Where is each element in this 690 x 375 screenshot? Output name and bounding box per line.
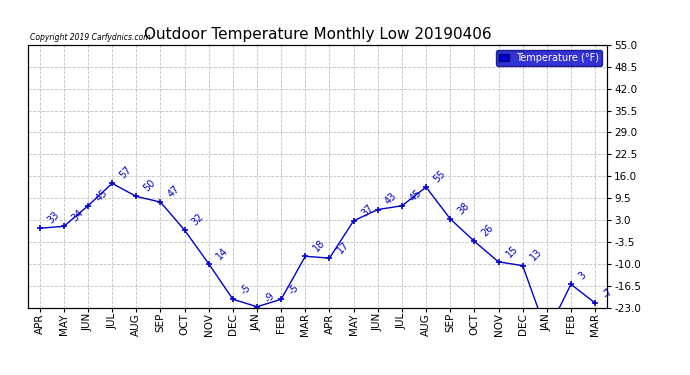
Legend: Temperature (°F): Temperature (°F) <box>496 50 602 66</box>
Text: -5: -5 <box>287 282 301 297</box>
Text: -5: -5 <box>239 282 253 297</box>
Text: 32: 32 <box>190 211 206 227</box>
Text: 38: 38 <box>456 200 471 216</box>
Text: 15: 15 <box>504 243 520 259</box>
Text: 37: 37 <box>359 202 375 218</box>
Text: 26: 26 <box>480 223 495 238</box>
Text: 18: 18 <box>311 238 326 254</box>
Text: 55: 55 <box>432 168 448 184</box>
Text: Copyright 2019 Carfydnics.com: Copyright 2019 Carfydnics.com <box>30 33 151 42</box>
Text: 57: 57 <box>118 165 134 181</box>
Text: 3: 3 <box>577 270 588 282</box>
Text: 45: 45 <box>408 187 423 203</box>
Text: 45: 45 <box>94 187 109 203</box>
Text: 43: 43 <box>384 191 399 207</box>
Text: 33: 33 <box>46 210 61 225</box>
Title: Outdoor Temperature Monthly Low 20190406: Outdoor Temperature Monthly Low 20190406 <box>144 27 491 42</box>
Text: 47: 47 <box>166 183 181 199</box>
Text: 14: 14 <box>215 245 230 261</box>
Text: -23: -23 <box>0 374 1 375</box>
Text: 50: 50 <box>142 178 157 194</box>
Text: -7: -7 <box>601 286 615 300</box>
Text: -9: -9 <box>263 290 277 304</box>
Text: 17: 17 <box>335 240 351 255</box>
Text: 13: 13 <box>529 247 544 263</box>
Text: 34: 34 <box>70 208 85 224</box>
